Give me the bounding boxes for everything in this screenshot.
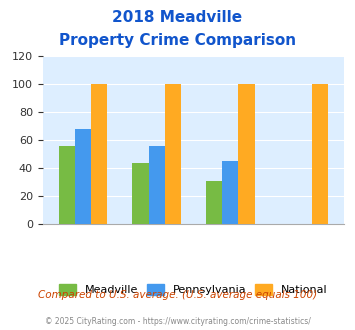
Bar — [165, 84, 181, 224]
Bar — [75, 129, 91, 224]
Bar — [149, 146, 165, 224]
Text: 2018 Meadville: 2018 Meadville — [113, 10, 242, 25]
Bar — [59, 146, 75, 224]
Bar — [206, 181, 222, 224]
Text: Compared to U.S. average. (U.S. average equals 100): Compared to U.S. average. (U.S. average … — [38, 290, 317, 300]
Bar — [312, 84, 328, 224]
Bar — [222, 161, 238, 224]
Bar — [91, 84, 107, 224]
Text: Property Crime Comparison: Property Crime Comparison — [59, 33, 296, 48]
Text: © 2025 CityRating.com - https://www.cityrating.com/crime-statistics/: © 2025 CityRating.com - https://www.city… — [45, 317, 310, 326]
Bar — [238, 84, 255, 224]
Legend: Meadville, Pennsylvania, National: Meadville, Pennsylvania, National — [55, 279, 332, 300]
Bar — [132, 163, 149, 224]
